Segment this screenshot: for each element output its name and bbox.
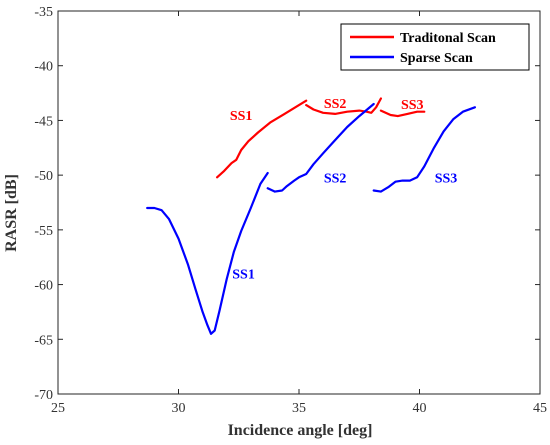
x-tick-label: 35 <box>292 401 306 416</box>
y-tick-label: -35 <box>34 5 53 20</box>
annotation-label: SS1 <box>232 268 255 283</box>
x-tick-label: 25 <box>51 401 65 416</box>
x-tick-label: 45 <box>533 401 547 416</box>
y-tick-label: -40 <box>34 60 53 75</box>
series-0-segment-1-line <box>305 97 382 116</box>
y-tick-label: -45 <box>34 114 53 129</box>
series-0-segment-2-line <box>379 109 426 118</box>
series-1-segment-2-line <box>372 106 476 193</box>
axes-frame <box>57 10 541 395</box>
legend-box <box>340 23 530 71</box>
series-1-segment-0-line <box>146 171 269 335</box>
y-tick-label: -60 <box>34 279 53 294</box>
y-axis-label: RASR [dB] <box>3 174 20 252</box>
legend-label-sparse: Sparse Scan <box>400 51 473 66</box>
annotation-label: SS2 <box>324 97 347 112</box>
y-tick-label: -65 <box>34 333 53 348</box>
x-tick-label: 30 <box>172 401 186 416</box>
y-tick-label: -55 <box>34 224 53 239</box>
annotation-label: SS3 <box>401 98 424 113</box>
annotation-label: SS2 <box>324 171 347 186</box>
annotation-label: SS1 <box>230 109 253 124</box>
x-tick-label: 40 <box>413 401 427 416</box>
legend-label-traditional: Traditonal Scan <box>400 31 496 46</box>
series-1-segment-1-line <box>266 102 375 193</box>
x-axis-label: Incidence angle [deg] <box>228 422 373 439</box>
annotation-label: SS3 <box>435 171 458 186</box>
legend: Traditonal Scan Sparse Scan <box>340 23 530 71</box>
y-tick-label: -70 <box>34 388 53 403</box>
plot-area: 25 30 35 40 45 -70 -65 -60 -55 -50 -45 -40 -35 SS1 SS2… <box>34 5 547 416</box>
y-tick-label: -50 <box>34 169 53 184</box>
series-0-segment-0-line <box>216 99 308 179</box>
